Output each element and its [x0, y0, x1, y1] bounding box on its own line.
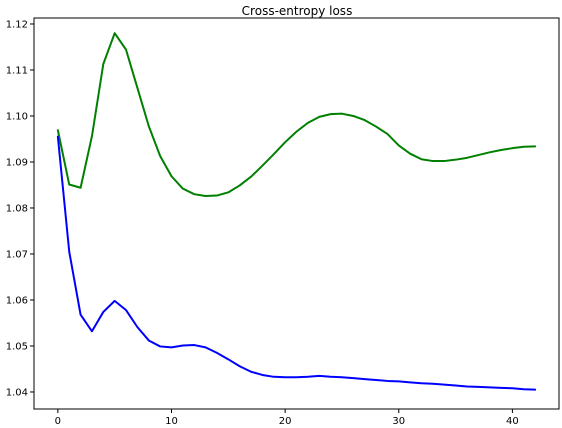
y-tick-label: 1.07 [6, 249, 28, 260]
y-tick-label: 1.04 [6, 387, 28, 398]
plot-area [34, 18, 559, 409]
x-tick-label: 40 [506, 416, 519, 427]
plot-frame [33, 17, 560, 410]
y-tick-label: 1.12 [6, 19, 28, 30]
chart-title: Cross-entropy loss [242, 4, 353, 18]
y-tick-label: 1.11 [6, 65, 28, 76]
x-tick-label: 10 [165, 416, 178, 427]
x-tick-label: 30 [392, 416, 405, 427]
x-axis: 0 10 20 30 40 [55, 409, 519, 427]
x-tick-label: 0 [55, 416, 61, 427]
y-axis: 1.04 1.05 1.06 1.07 1.08 1.09 1.10 1.11 1.12 [6, 19, 34, 398]
y-tick-label: 1.08 [6, 203, 28, 214]
series-line-1 [56, 32, 537, 198]
y-tick-label: 1.09 [6, 157, 28, 168]
y-tick-label: 1.05 [6, 341, 28, 352]
y-tick-label: 1.06 [6, 295, 28, 306]
x-tick-label: 20 [279, 416, 292, 427]
series-layer [56, 32, 537, 391]
series-line-2 [56, 135, 537, 391]
y-tick-label: 1.10 [6, 111, 28, 122]
